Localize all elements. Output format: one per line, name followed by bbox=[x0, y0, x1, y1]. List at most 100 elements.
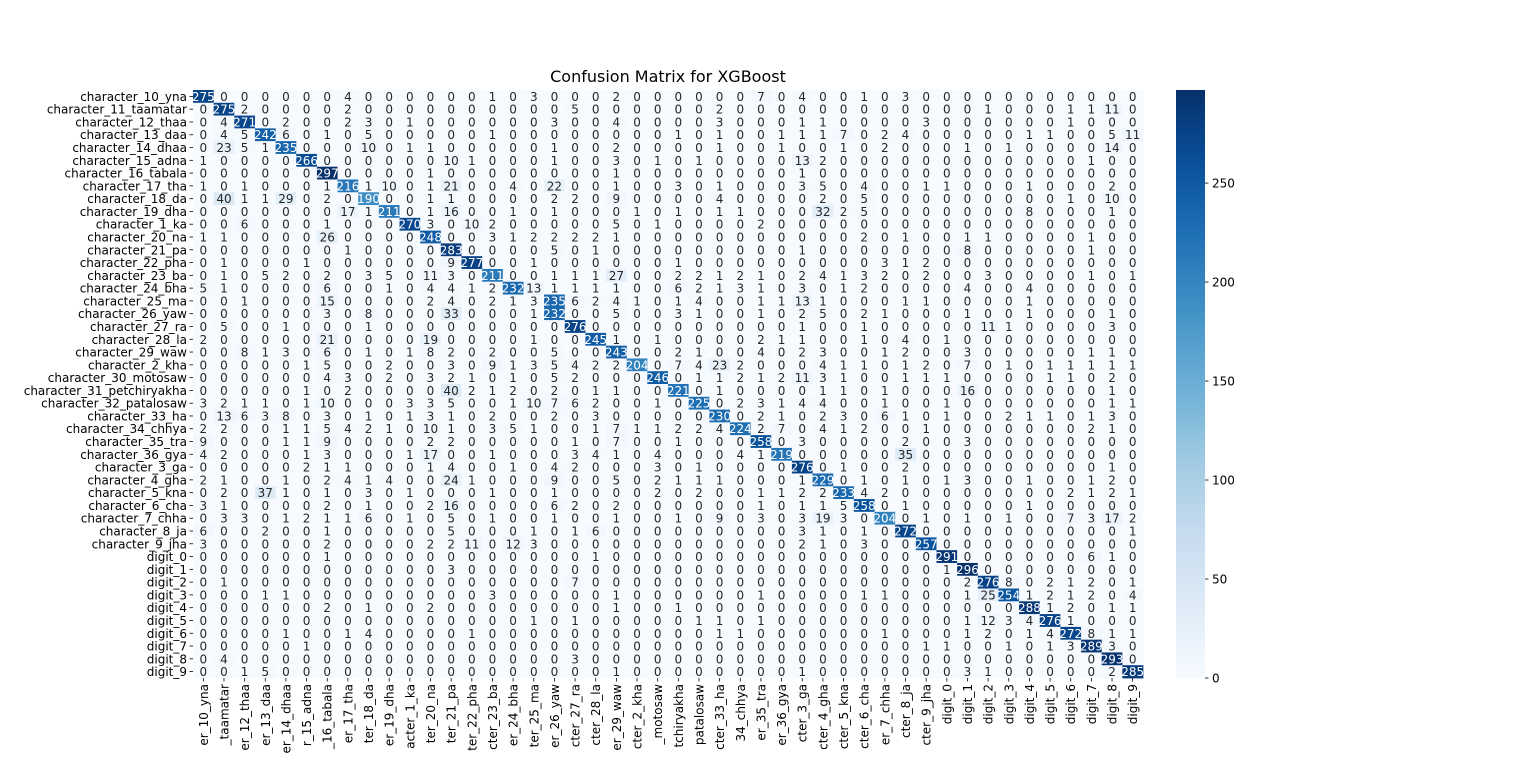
heatmap-cell bbox=[853, 141, 875, 155]
heatmap-cell bbox=[606, 320, 628, 334]
cell-value-label: 0 bbox=[984, 115, 992, 129]
heatmap-cell bbox=[234, 90, 256, 104]
cell-value-label: 2 bbox=[489, 218, 497, 232]
cell-value-label: 2 bbox=[323, 269, 331, 283]
heatmap-cell bbox=[606, 256, 628, 270]
heatmap-cell bbox=[998, 166, 1020, 180]
cell-value-label: 0 bbox=[881, 218, 889, 232]
heatmap-cell bbox=[915, 217, 937, 232]
cell-value-label: 0 bbox=[261, 205, 269, 219]
heatmap-cell bbox=[564, 217, 586, 232]
heatmap-cell bbox=[440, 115, 462, 129]
cell-value-label: 2 bbox=[592, 294, 600, 308]
heatmap-cell bbox=[606, 205, 628, 219]
cell-value-label: 0 bbox=[1129, 282, 1137, 296]
cell-value-label: 0 bbox=[261, 154, 269, 168]
cell-value-label: 0 bbox=[323, 154, 331, 168]
heatmap-cell bbox=[626, 268, 648, 283]
cell-value-label: 0 bbox=[261, 103, 269, 117]
heatmap-cell bbox=[626, 320, 648, 334]
cell-value-label: 0 bbox=[344, 665, 352, 679]
cell-value-label: 1 bbox=[220, 269, 228, 283]
cell-value-label: 0 bbox=[447, 115, 455, 129]
heatmap-cell bbox=[1122, 90, 1144, 104]
cell-value-label: 0 bbox=[675, 90, 683, 104]
heatmap-cell bbox=[1101, 281, 1123, 295]
cell-value-label: 0 bbox=[447, 128, 455, 142]
cell-value-label: 0 bbox=[1088, 205, 1096, 219]
heatmap-cell bbox=[1060, 90, 1082, 104]
x-tick-label: ter_25_ma bbox=[527, 684, 541, 747]
heatmap-cell bbox=[482, 320, 504, 334]
cell-value-label: 1 bbox=[406, 115, 414, 129]
cell-value-label: 0 bbox=[1067, 256, 1075, 270]
cell-value-label: 0 bbox=[757, 128, 765, 142]
heatmap-cell bbox=[523, 205, 545, 219]
cell-value-label: 0 bbox=[654, 103, 662, 117]
cell-value-label: 0 bbox=[406, 192, 414, 206]
cell-value-label: 13 bbox=[795, 154, 810, 168]
cell-value-label: 1 bbox=[1026, 128, 1034, 142]
cell-value-label: 0 bbox=[220, 179, 228, 193]
cell-value-label: 1 bbox=[716, 179, 724, 193]
heatmap-cell bbox=[1122, 192, 1144, 206]
cell-value-label: 0 bbox=[695, 256, 703, 270]
cell-value-label: 0 bbox=[943, 192, 951, 206]
cell-value-label: 1 bbox=[654, 154, 662, 168]
heatmap-cell bbox=[482, 115, 504, 129]
cell-value-label: 2 bbox=[695, 282, 703, 296]
heatmap-cell bbox=[358, 128, 380, 142]
cell-value-label: 0 bbox=[551, 665, 559, 679]
heatmap-cell bbox=[213, 141, 235, 155]
heatmap-cell bbox=[791, 268, 813, 283]
cell-value-label: 0 bbox=[943, 205, 951, 219]
heatmap-cell bbox=[709, 141, 731, 155]
heatmap-cell bbox=[1019, 294, 1041, 308]
heatmap-cell bbox=[420, 307, 442, 321]
heatmap-cell bbox=[564, 205, 586, 219]
cell-value-label: 1 bbox=[819, 115, 827, 129]
heatmap-cell bbox=[812, 230, 834, 244]
heatmap-cell bbox=[337, 192, 359, 206]
heatmap-cell bbox=[895, 294, 917, 308]
heatmap-cell bbox=[853, 115, 875, 129]
heatmap-cell bbox=[399, 166, 421, 180]
heatmap-cell bbox=[957, 243, 979, 257]
heatmap-cell bbox=[544, 179, 566, 193]
cell-value-label: 0 bbox=[1067, 307, 1075, 321]
cell-value-label: 0 bbox=[675, 218, 683, 232]
heatmap-cell bbox=[606, 268, 628, 283]
heatmap-cell bbox=[771, 256, 793, 270]
heatmap-cell bbox=[936, 102, 958, 116]
cell-value-label: 0 bbox=[716, 90, 724, 104]
heatmap-cell bbox=[213, 179, 235, 193]
heatmap-cell bbox=[668, 256, 690, 270]
heatmap-cell bbox=[502, 141, 524, 155]
cell-value-label: 0 bbox=[902, 269, 910, 283]
heatmap-cell bbox=[874, 217, 896, 232]
cell-value-label: 2 bbox=[860, 231, 868, 245]
cell-value-label: 0 bbox=[220, 218, 228, 232]
cell-value-label: 1 bbox=[323, 218, 331, 232]
heatmap-cell bbox=[812, 268, 834, 283]
cell-value-label: 0 bbox=[819, 167, 827, 181]
heatmap-cell bbox=[1101, 205, 1123, 219]
cell-value-label: 0 bbox=[1005, 90, 1013, 104]
heatmap-cell bbox=[193, 128, 215, 142]
cell-value-label: 0 bbox=[220, 167, 228, 181]
cell-value-label: 0 bbox=[1026, 154, 1034, 168]
cell-value-label: 0 bbox=[261, 243, 269, 257]
cell-value-label: 0 bbox=[675, 243, 683, 257]
cell-value-label: 0 bbox=[385, 294, 393, 308]
heatmap-cell bbox=[564, 115, 586, 129]
cell-value-label: 1 bbox=[509, 294, 517, 308]
cell-value-label: 0 bbox=[509, 103, 517, 117]
cell-value-label: 1 bbox=[551, 154, 559, 168]
cell-value-label: 0 bbox=[1046, 103, 1054, 117]
cell-value-label: 0 bbox=[551, 256, 559, 270]
cell-value-label: 1 bbox=[1088, 269, 1096, 283]
cell-value-label: 1 bbox=[964, 141, 972, 155]
cell-value-label: 0 bbox=[736, 307, 744, 321]
cell-value-label: 1 bbox=[509, 205, 517, 219]
heatmap-cell bbox=[606, 217, 628, 232]
